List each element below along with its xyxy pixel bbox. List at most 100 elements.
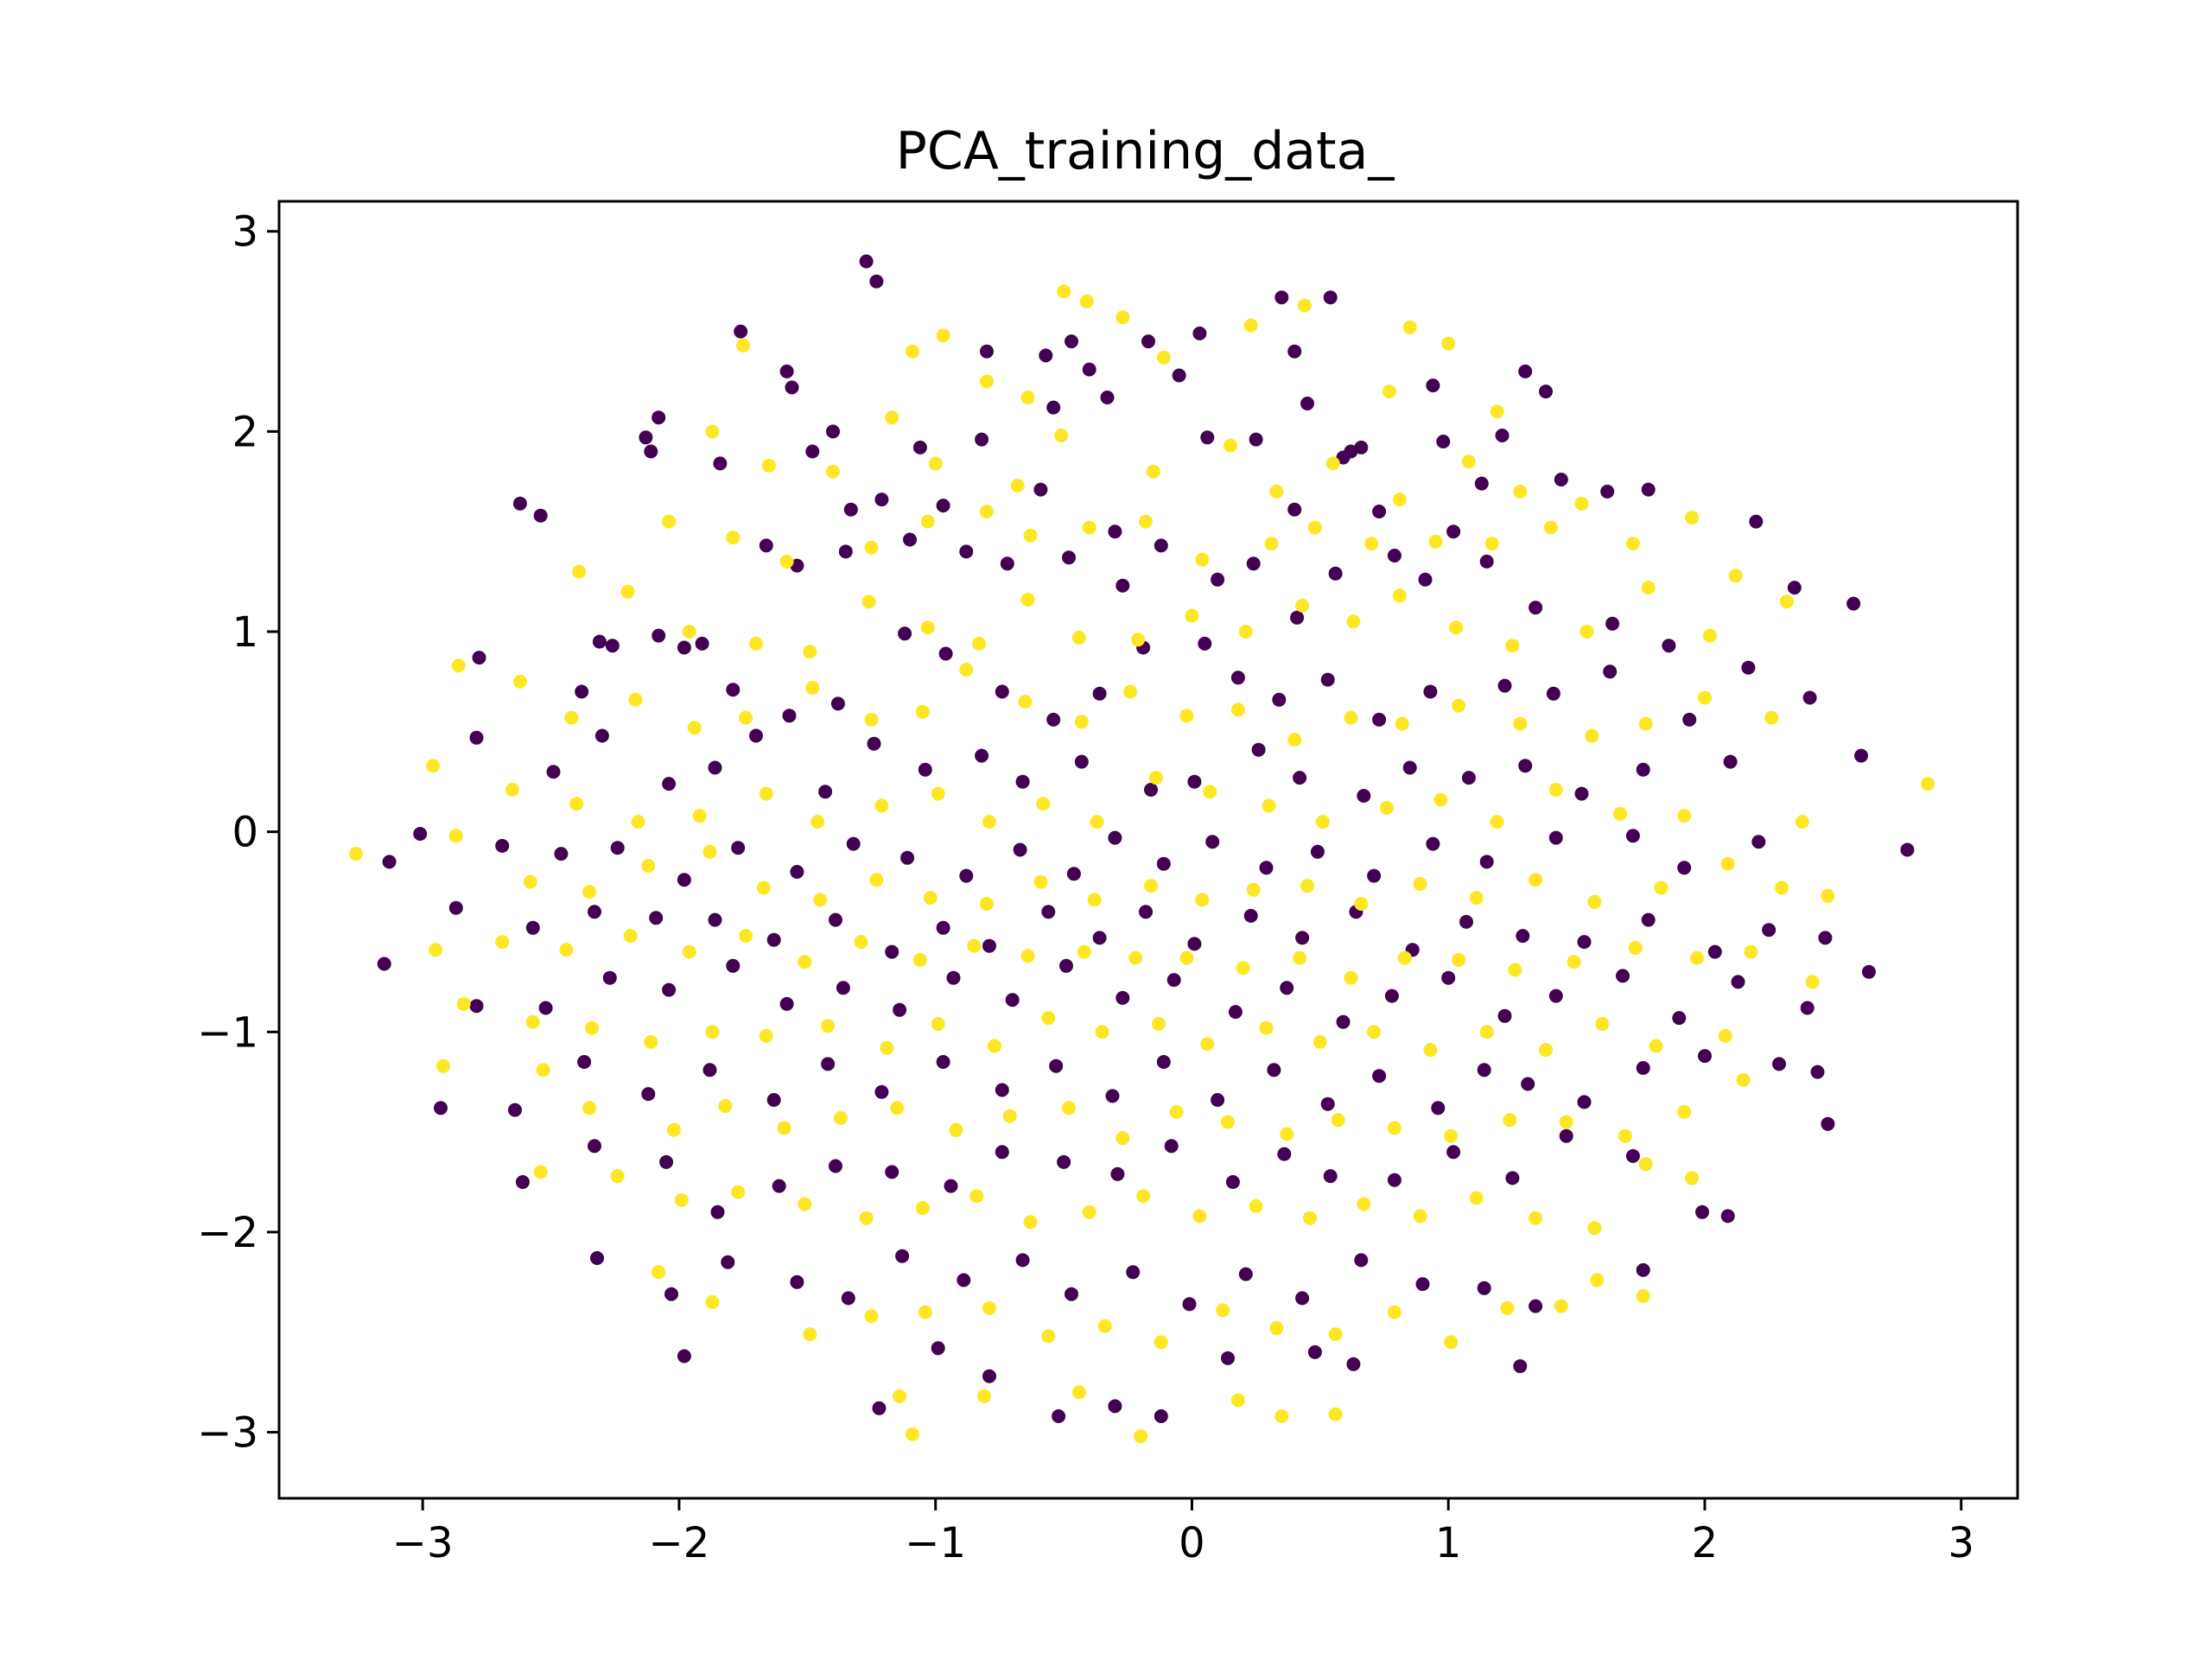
data-point-0-38	[1033, 482, 1048, 497]
data-point-0-18	[826, 424, 840, 439]
data-point-0-88	[1198, 636, 1212, 651]
data-point-0-116	[1357, 789, 1371, 803]
data-point-1-235	[1638, 1157, 1653, 1172]
data-point-1-132	[1144, 879, 1158, 893]
data-point-1-165	[1567, 955, 1581, 969]
data-point-0-263	[1415, 1277, 1430, 1292]
data-point-1-119	[349, 847, 363, 861]
data-point-0-136	[1108, 830, 1122, 845]
data-point-0-229	[710, 1205, 725, 1219]
data-point-0-28	[1426, 378, 1440, 393]
data-point-0-191	[1336, 1014, 1351, 1029]
data-point-1-56	[972, 636, 987, 651]
data-point-0-49	[1600, 484, 1615, 499]
data-point-0-230	[772, 1179, 786, 1193]
data-point-1-156	[1077, 944, 1091, 959]
data-point-0-61	[1116, 578, 1130, 593]
data-point-0-251	[721, 1255, 735, 1269]
data-point-1-88	[1395, 716, 1409, 731]
data-point-1-97	[569, 797, 584, 811]
data-point-1-85	[1230, 702, 1245, 717]
data-point-0-273	[1154, 1409, 1168, 1423]
data-point-0-135	[1066, 867, 1081, 881]
data-point-1-242	[982, 1300, 996, 1315]
data-point-0-163	[1187, 937, 1202, 951]
data-point-1-87	[1344, 710, 1358, 725]
data-point-0-4	[1082, 362, 1096, 377]
data-point-0-211	[1049, 1058, 1064, 1073]
data-point-0-67	[1418, 572, 1433, 587]
data-point-0-138	[1205, 835, 1220, 849]
data-point-0-2	[734, 324, 748, 339]
data-point-0-253	[841, 1291, 855, 1306]
data-point-0-40	[1154, 538, 1168, 553]
data-point-1-210	[1444, 1128, 1459, 1143]
data-point-0-79	[726, 683, 741, 697]
data-point-1-83	[1123, 684, 1138, 699]
data-point-0-266	[1636, 1262, 1650, 1277]
data-point-0-173	[1762, 923, 1777, 938]
data-point-0-59	[1000, 556, 1014, 571]
data-point-1-99	[692, 809, 707, 823]
data-point-0-105	[749, 728, 763, 743]
x-tick-label: 0	[1179, 1519, 1205, 1567]
data-point-0-5	[980, 344, 994, 359]
data-point-1-130	[1033, 874, 1048, 889]
data-point-0-94	[1497, 678, 1512, 693]
data-point-1-60	[1185, 608, 1199, 623]
data-point-0-277	[1513, 1359, 1528, 1374]
data-point-1-45	[1543, 520, 1558, 535]
data-point-0-121	[1636, 762, 1650, 777]
data-point-0-164	[1243, 908, 1258, 923]
data-point-0-204	[641, 1087, 656, 1102]
data-point-1-51	[682, 625, 696, 639]
data-point-1-180	[1041, 1011, 1056, 1026]
data-point-0-72	[1749, 514, 1764, 529]
data-point-0-235	[1057, 1154, 1071, 1169]
data-point-1-158	[1179, 950, 1194, 965]
data-point-1-10	[1298, 298, 1312, 313]
data-point-0-78	[677, 640, 691, 655]
data-point-0-137	[1156, 856, 1171, 871]
data-point-1-92	[1638, 716, 1653, 731]
data-point-1-71	[451, 658, 466, 673]
data-point-0-19	[912, 440, 927, 454]
data-point-1-170	[456, 996, 471, 1011]
data-point-0-47	[1474, 476, 1489, 491]
data-point-1-187	[1423, 1043, 1438, 1058]
data-point-0-42	[1249, 432, 1263, 447]
data-point-0-250	[664, 1287, 678, 1301]
data-point-0-197	[1672, 1011, 1687, 1026]
data-point-1-179	[987, 1039, 1001, 1053]
data-point-0-259	[1182, 1297, 1197, 1312]
data-point-0-0	[859, 254, 874, 269]
data-point-1-76	[739, 710, 753, 725]
data-point-1-80	[959, 663, 974, 677]
data-point-0-186	[1059, 958, 1073, 973]
data-point-1-243	[1041, 1329, 1056, 1344]
data-point-0-48	[1554, 473, 1568, 486]
data-point-1-48	[1728, 569, 1743, 583]
points-layer	[349, 254, 1936, 1444]
data-point-1-108	[1203, 785, 1217, 799]
data-point-0-99	[1802, 690, 1817, 705]
data-point-0-265	[1529, 1299, 1543, 1313]
data-point-0-122	[1723, 754, 1738, 769]
data-point-0-127	[610, 841, 625, 855]
data-point-0-32	[533, 508, 548, 523]
data-point-1-151	[798, 955, 812, 969]
data-point-0-144	[1548, 830, 1563, 845]
data-point-0-189	[1228, 1005, 1243, 1020]
data-point-0-237	[1164, 1139, 1179, 1154]
data-point-1-11	[1402, 320, 1417, 334]
data-point-1-215	[1736, 1072, 1751, 1087]
data-point-1-90	[1513, 716, 1528, 731]
data-point-0-239	[1277, 1147, 1292, 1161]
data-point-0-46	[1446, 524, 1461, 539]
data-point-1-175	[759, 1028, 773, 1043]
data-point-0-75	[472, 651, 486, 665]
data-point-1-107	[1148, 771, 1163, 785]
data-point-1-236	[1685, 1171, 1700, 1185]
data-point-1-241	[918, 1305, 932, 1319]
data-point-0-200	[1861, 964, 1876, 979]
